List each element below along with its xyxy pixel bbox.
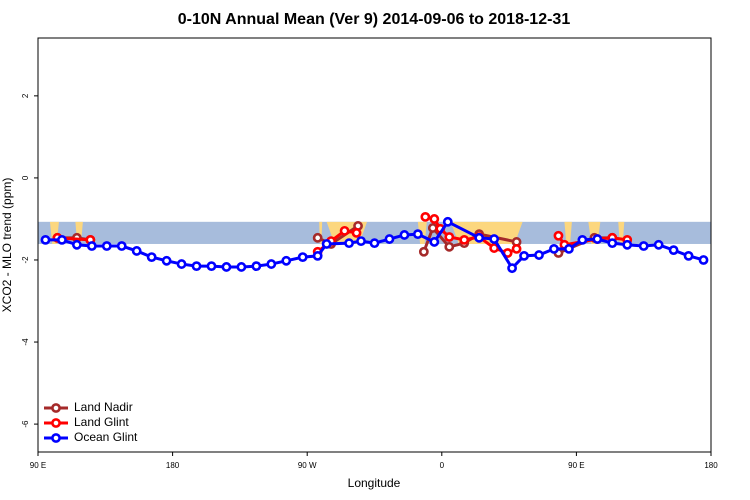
x-tick-label: 90 E bbox=[568, 461, 584, 470]
x-axis-label: Longitude bbox=[348, 476, 401, 490]
data-point bbox=[607, 238, 618, 249]
band bbox=[38, 221, 711, 244]
legend-label: Land Nadir bbox=[74, 400, 133, 414]
data-point bbox=[489, 243, 500, 253]
data-point bbox=[356, 236, 366, 247]
data-point bbox=[101, 241, 112, 251]
data-point bbox=[176, 259, 187, 269]
legend-label: Ocean Glint bbox=[74, 430, 138, 444]
data-point bbox=[312, 250, 323, 261]
data-point bbox=[442, 216, 453, 227]
data-point bbox=[399, 230, 410, 240]
data-point bbox=[384, 234, 395, 244]
y-tick-label: -4 bbox=[21, 338, 30, 346]
data-point bbox=[489, 234, 500, 244]
data-point bbox=[638, 241, 649, 251]
data-point bbox=[418, 246, 429, 257]
x-tick-label: 90 W bbox=[298, 461, 317, 470]
legend-marker bbox=[51, 433, 61, 443]
data-point bbox=[429, 237, 440, 247]
data-point bbox=[698, 255, 709, 265]
data-point bbox=[321, 239, 332, 249]
data-point bbox=[622, 239, 633, 250]
data-point bbox=[116, 241, 127, 251]
y-tick-label: -6 bbox=[21, 420, 30, 428]
data-point bbox=[653, 239, 664, 250]
data-point bbox=[191, 261, 202, 272]
data-point bbox=[221, 262, 232, 272]
data-point bbox=[86, 241, 97, 251]
data-point bbox=[534, 250, 544, 260]
data-point bbox=[297, 252, 308, 263]
data-point bbox=[683, 250, 694, 261]
data-point bbox=[161, 255, 172, 266]
y-tick-label: -2 bbox=[21, 256, 30, 264]
data-point bbox=[427, 223, 438, 233]
x-tick-label: 90 E bbox=[30, 461, 46, 470]
data-point bbox=[592, 234, 603, 244]
data-point bbox=[420, 211, 431, 222]
chart-title: 0-10N Annual Mean (Ver 9) 2014-09-06 to … bbox=[178, 11, 571, 28]
data-point bbox=[251, 261, 262, 272]
data-point bbox=[519, 250, 529, 261]
data-point bbox=[429, 214, 440, 224]
data-point bbox=[236, 262, 247, 272]
data-point bbox=[459, 234, 470, 245]
legend-label: Land Glint bbox=[74, 415, 129, 429]
x-tick-label: 180 bbox=[166, 461, 180, 470]
data-point bbox=[281, 255, 292, 266]
x-tick-label: 0 bbox=[440, 461, 445, 470]
data-point bbox=[553, 230, 564, 241]
data-point bbox=[577, 234, 588, 245]
y-tick-label: 0 bbox=[21, 175, 30, 180]
legend-marker bbox=[51, 403, 61, 413]
data-point bbox=[369, 238, 380, 249]
y-axis-label: XCO2 - MLO trend (ppm) bbox=[0, 178, 14, 313]
data-point bbox=[71, 239, 82, 250]
data-point bbox=[668, 245, 679, 256]
data-point bbox=[206, 261, 217, 272]
data-point bbox=[444, 241, 455, 252]
data-point bbox=[507, 263, 517, 274]
data-point bbox=[339, 225, 350, 236]
data-point bbox=[57, 234, 67, 245]
data-point bbox=[351, 227, 362, 238]
data-point bbox=[131, 246, 142, 256]
data-point bbox=[146, 252, 157, 263]
data-point bbox=[266, 259, 277, 269]
data-point bbox=[444, 232, 455, 242]
data-point bbox=[40, 234, 51, 245]
y-tick-label: 2 bbox=[21, 93, 30, 98]
data-point bbox=[511, 243, 522, 254]
data-point bbox=[412, 229, 423, 240]
legend-marker bbox=[51, 418, 61, 428]
data-point bbox=[549, 243, 559, 254]
x-tick-label: 180 bbox=[704, 461, 718, 470]
data-point bbox=[344, 238, 354, 249]
plot-frame bbox=[37, 37, 712, 453]
data-point bbox=[564, 243, 574, 254]
yellow-region bbox=[564, 221, 572, 244]
data-point bbox=[474, 232, 485, 243]
data-point bbox=[312, 232, 323, 243]
